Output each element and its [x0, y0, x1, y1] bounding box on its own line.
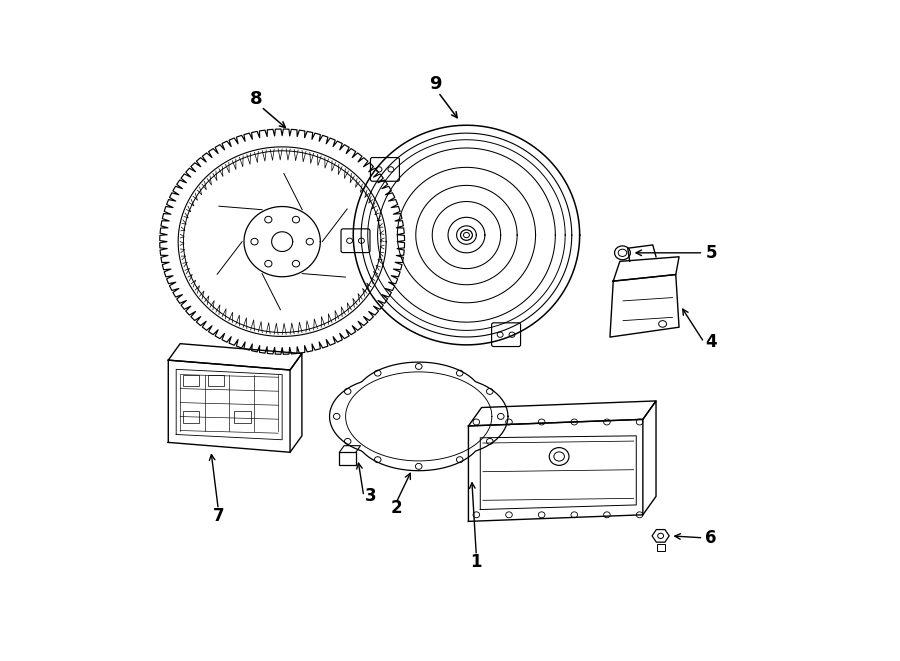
Text: 9: 9: [429, 75, 442, 93]
Text: 1: 1: [471, 553, 482, 571]
Text: 6: 6: [706, 529, 717, 547]
Bar: [339, 452, 356, 465]
Text: 2: 2: [391, 499, 401, 517]
Bar: [183, 375, 199, 387]
Ellipse shape: [461, 230, 472, 241]
Text: 5: 5: [706, 244, 717, 262]
Bar: [208, 375, 224, 387]
Text: 4: 4: [706, 333, 717, 352]
Bar: [657, 545, 664, 551]
Bar: [183, 410, 199, 422]
Bar: [234, 410, 250, 422]
Text: 8: 8: [249, 90, 262, 108]
Text: 7: 7: [212, 507, 224, 525]
Text: 3: 3: [364, 487, 376, 506]
